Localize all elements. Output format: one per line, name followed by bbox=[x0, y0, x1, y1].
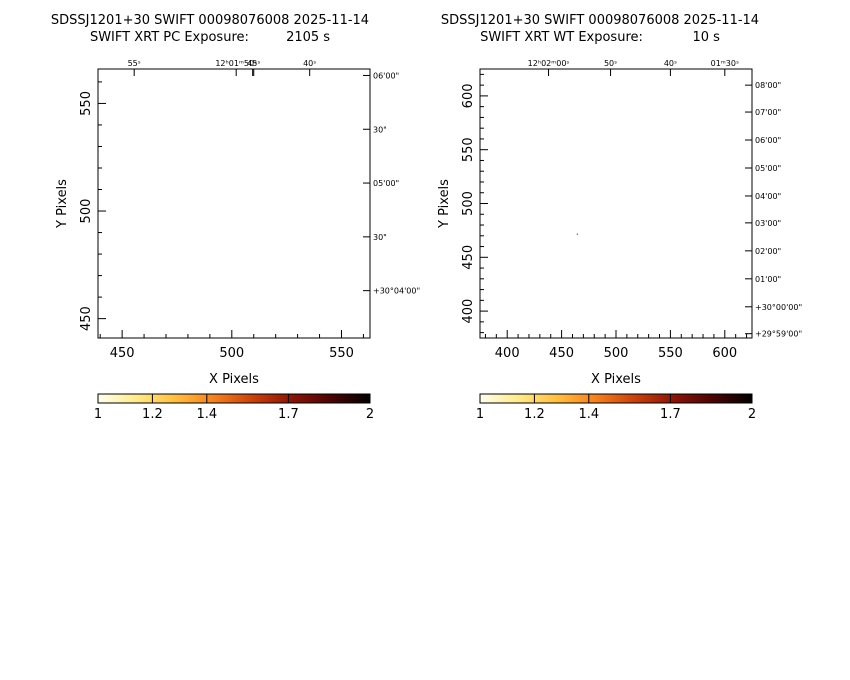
dec-tick-label: 05'00" bbox=[755, 164, 781, 173]
panel-2-title-line2: SWIFT XRT WT Exposure: 10 s bbox=[480, 30, 720, 45]
colorbar-tick-label: 2 bbox=[366, 407, 374, 422]
colorbar-tick-label: 1.7 bbox=[660, 407, 681, 422]
plot-frame bbox=[479, 68, 753, 339]
x-tick-label: 500 bbox=[604, 346, 629, 361]
colorbar-tick-label: 1.2 bbox=[524, 407, 545, 422]
y-tick-label: 500 bbox=[461, 191, 476, 216]
ra-tick-label: 55ˢ bbox=[128, 59, 141, 68]
dec-tick-label: 01'00" bbox=[755, 275, 781, 284]
y-tick-label: 600 bbox=[461, 83, 476, 108]
plot-frame bbox=[97, 68, 371, 339]
y-axis-title: Y Pixels bbox=[437, 179, 452, 229]
ra-tick-label: 40ˢ bbox=[303, 59, 316, 68]
ra-tick-label: 01ᵐ30ˢ bbox=[711, 59, 739, 68]
colorbar bbox=[479, 393, 753, 404]
ra-tick-label: 12ʰ02ᵐ00ˢ bbox=[528, 59, 570, 68]
panel-1-title-line1: SDSSJ1201+30 SWIFT 00098076008 2025-11-1… bbox=[50, 13, 370, 28]
ra-tick-label: 12ʰ01ᵐ50ˢ bbox=[215, 59, 257, 68]
dec-tick-label: +30°04'00" bbox=[373, 287, 420, 296]
x-tick-label: 450 bbox=[549, 346, 574, 361]
colorbar-tick-label: 1.4 bbox=[196, 407, 217, 422]
dec-tick-label: 30" bbox=[373, 125, 387, 134]
x-axis-title: X Pixels bbox=[209, 372, 259, 387]
ra-tick-label: 40ˢ bbox=[664, 59, 677, 68]
y-tick-label: 400 bbox=[461, 299, 476, 324]
x-tick-label: 600 bbox=[712, 346, 737, 361]
x-axis-title: X Pixels bbox=[591, 372, 641, 387]
dec-tick-label: +30°00'00" bbox=[755, 303, 802, 312]
colorbar-tick-label: 2 bbox=[748, 407, 756, 422]
dec-tick-label: 06'00" bbox=[755, 136, 781, 145]
dec-tick-label: 07'00" bbox=[755, 108, 781, 117]
x-tick-label: 550 bbox=[658, 346, 683, 361]
y-tick-label: 500 bbox=[79, 199, 94, 224]
colorbar-tick-label: 1.4 bbox=[578, 407, 599, 422]
y-axis-title: Y Pixels bbox=[55, 179, 70, 229]
colorbar-tick-label: 1 bbox=[94, 407, 102, 422]
panel-2: 400 450 500 550 600 400 450 500 550 600 12ʰ02ᵐ00ˢ 5… bbox=[437, 59, 802, 422]
dec-tick-label: +29°59'00" bbox=[755, 330, 802, 339]
colorbar bbox=[97, 393, 371, 404]
y-tick-label: 550 bbox=[79, 91, 94, 116]
ra-tick-label: 45ˢ bbox=[247, 59, 260, 68]
colorbar-tick-label: 1.2 bbox=[142, 407, 163, 422]
colorbar-tick-label: 1.7 bbox=[278, 407, 299, 422]
y-tick-label: 450 bbox=[461, 245, 476, 270]
data-point bbox=[576, 233, 578, 235]
dec-tick-label: 02'00" bbox=[755, 247, 781, 256]
dec-tick-label: 06'00" bbox=[373, 71, 399, 80]
dec-tick-label: 30" bbox=[373, 233, 387, 242]
ra-tick-label: 50ˢ bbox=[604, 59, 617, 68]
dec-tick-label: 04'00" bbox=[755, 192, 781, 201]
dec-tick-label: 05'00" bbox=[373, 179, 399, 188]
panel-1-title-line2: SWIFT XRT PC Exposure: 2105 s bbox=[89, 30, 331, 45]
panel-2-title-line1: SDSSJ1201+30 SWIFT 00098076008 2025-11-1… bbox=[440, 13, 760, 28]
x-tick-label: 400 bbox=[495, 346, 520, 361]
colorbar-tick-label: 1 bbox=[476, 407, 484, 422]
x-tick-label: 500 bbox=[219, 346, 244, 361]
y-tick-label: 450 bbox=[79, 306, 94, 331]
x-tick-label: 450 bbox=[110, 346, 135, 361]
y-tick-label: 550 bbox=[461, 137, 476, 162]
x-tick-label: 550 bbox=[329, 346, 354, 361]
dec-tick-label: 08'00" bbox=[755, 81, 781, 90]
dec-tick-label: 03'00" bbox=[755, 219, 781, 228]
